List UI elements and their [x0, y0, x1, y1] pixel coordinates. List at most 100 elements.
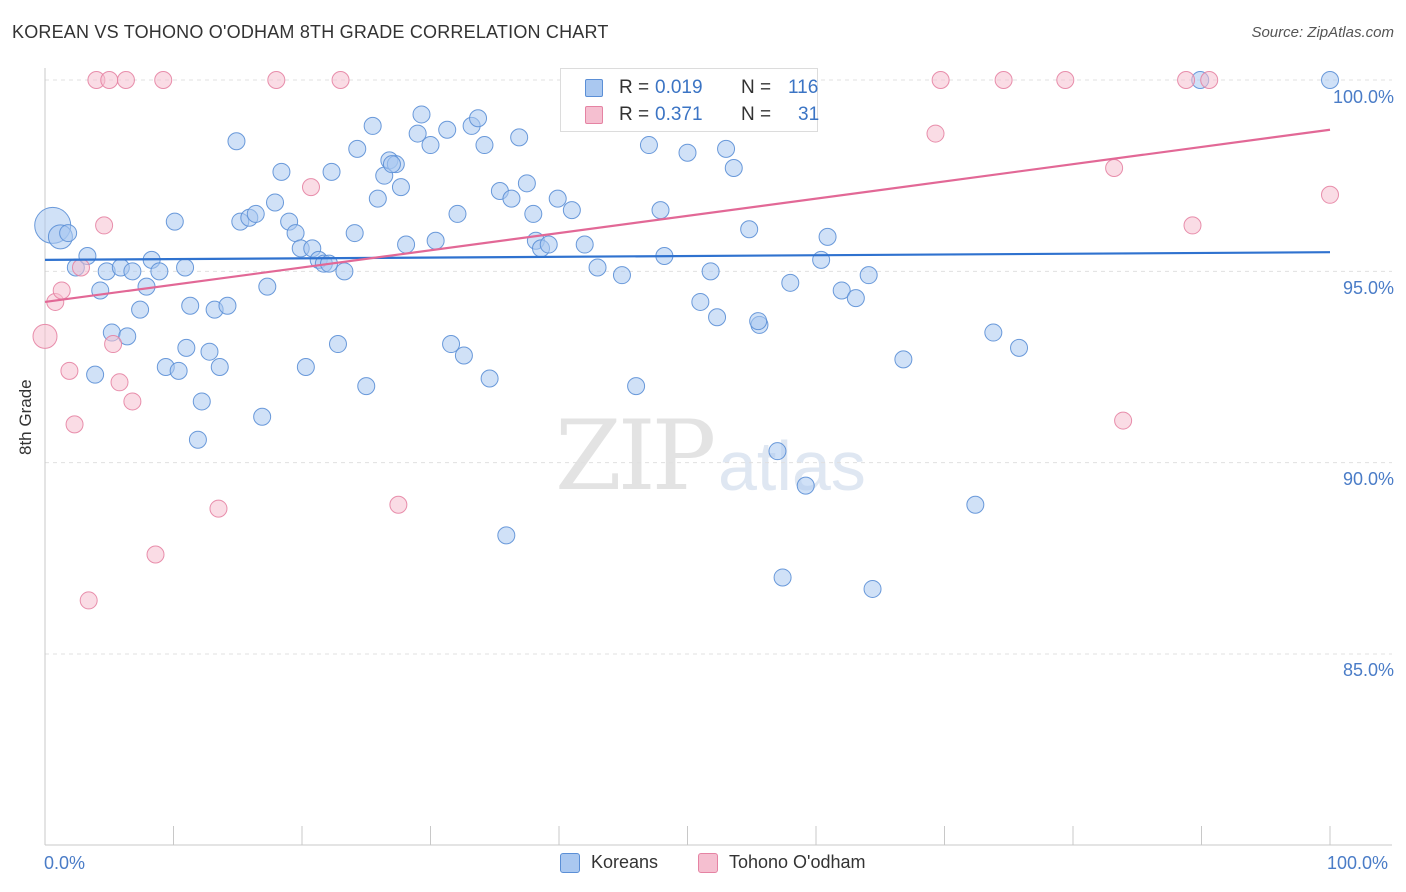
point-korean-48	[363, 116, 382, 135]
point-tohono-26	[1105, 159, 1124, 178]
point-tohono-16	[209, 499, 228, 518]
point-korean-32	[258, 277, 277, 296]
point-korean-105	[863, 579, 882, 598]
point-korean-71	[517, 174, 536, 193]
point-korean-42	[322, 162, 341, 181]
point-korean-99	[796, 476, 815, 495]
point-tohono-9	[100, 71, 119, 89]
point-tohono-3	[60, 361, 79, 380]
point-korean-81	[612, 266, 631, 285]
point-korean-53	[391, 178, 410, 197]
point-korean-66	[480, 369, 499, 388]
point-korean-59	[438, 120, 457, 139]
point-korean-91	[717, 139, 736, 158]
point-korean-30	[246, 204, 265, 223]
point-korean-89	[701, 262, 720, 281]
point-korean-56	[412, 105, 431, 124]
point-korean-101	[818, 227, 837, 246]
stats-r-value: 0.371	[655, 104, 703, 125]
point-korean-97	[773, 568, 792, 587]
point-korean-69	[502, 189, 521, 208]
point-korean-55	[408, 124, 427, 143]
point-korean-103	[846, 289, 865, 308]
y-tick-90: 90.0%	[1342, 469, 1394, 489]
point-korean-45	[345, 224, 364, 243]
point-korean-88	[691, 292, 710, 311]
point-korean-38	[296, 358, 315, 376]
data-points	[32, 71, 1339, 610]
stats-n-label: N =	[741, 104, 772, 125]
legend-swatch-tohono	[698, 853, 718, 873]
point-korean-75	[539, 235, 558, 254]
trend-line-tohono	[44, 128, 1331, 304]
stats-r-label: R =	[619, 104, 650, 125]
point-korean-115	[177, 338, 196, 357]
point-tohono-12	[116, 71, 135, 89]
point-tohono-8	[95, 216, 114, 235]
point-korean-90	[708, 308, 727, 327]
point-korean-113	[382, 155, 401, 174]
point-tohono-24	[994, 71, 1013, 89]
point-tohono-28	[1177, 71, 1196, 89]
point-korean-54	[397, 235, 416, 254]
point-korean-79	[588, 258, 607, 277]
point-korean-57	[421, 136, 440, 155]
point-korean-36	[286, 224, 305, 243]
point-korean-44	[335, 262, 354, 281]
point-korean-84	[651, 201, 670, 220]
point-tohono-29	[1183, 216, 1202, 235]
stats-box: R = 0.019 N = 116 R = 0.371 N = 31	[560, 68, 819, 132]
x-tick-0: 0.0%	[44, 853, 86, 873]
point-korean-21	[188, 430, 207, 449]
point-tohono-22	[926, 124, 945, 143]
point-tohono-31	[1321, 185, 1339, 204]
axes	[44, 68, 1392, 846]
point-korean-60	[442, 335, 461, 354]
point-tohono-10	[104, 335, 123, 354]
point-korean-11	[123, 262, 142, 281]
point-korean-87	[678, 143, 697, 162]
point-korean-65	[475, 136, 494, 155]
point-korean-77	[562, 201, 581, 220]
point-korean-58	[426, 231, 445, 250]
point-tohono-2	[52, 281, 71, 300]
point-tohono-27	[1114, 411, 1133, 430]
point-korean-83	[639, 136, 658, 155]
point-korean-15	[150, 262, 169, 281]
stats-n-value: 116	[788, 77, 819, 98]
point-korean-102	[832, 281, 851, 300]
point-korean-100	[812, 250, 831, 269]
point-korean-23	[200, 342, 219, 361]
watermark-zip: ZIP	[555, 400, 716, 512]
point-tohono-23	[931, 71, 950, 89]
point-korean-12	[131, 300, 150, 319]
point-korean-64	[469, 109, 488, 128]
source-credit: Source: ZipAtlas.com	[1251, 24, 1394, 41]
point-korean-111	[1321, 71, 1339, 89]
y-tick-95: 95.0%	[1342, 278, 1394, 298]
y-axis-label: 8th Grade	[16, 379, 35, 455]
stats-swatch-koreans	[585, 79, 603, 97]
point-korean-72	[524, 204, 543, 223]
point-tohono-17	[267, 71, 286, 89]
point-korean-108	[984, 323, 1003, 342]
point-tohono-19	[331, 71, 350, 89]
point-korean-92	[724, 159, 743, 178]
trend-line-korean	[44, 251, 1331, 261]
point-korean-43	[328, 335, 347, 354]
stats-r-label: R =	[619, 77, 650, 98]
point-korean-96	[768, 442, 787, 461]
point-tohono-5	[71, 258, 90, 277]
stats-swatch-tohono	[585, 106, 603, 124]
point-korean-20	[181, 296, 200, 315]
point-tohono-30	[1200, 71, 1219, 89]
point-korean-112	[749, 312, 768, 331]
point-korean-31	[253, 407, 272, 426]
point-korean-76	[548, 189, 567, 208]
point-tohono-11	[110, 373, 129, 392]
watermark-atlas: atlas	[718, 427, 866, 505]
y-tick-100: 100.0%	[1332, 87, 1394, 107]
point-tohono-15	[154, 71, 173, 89]
point-korean-46	[348, 139, 367, 158]
point-korean-106	[894, 350, 913, 369]
